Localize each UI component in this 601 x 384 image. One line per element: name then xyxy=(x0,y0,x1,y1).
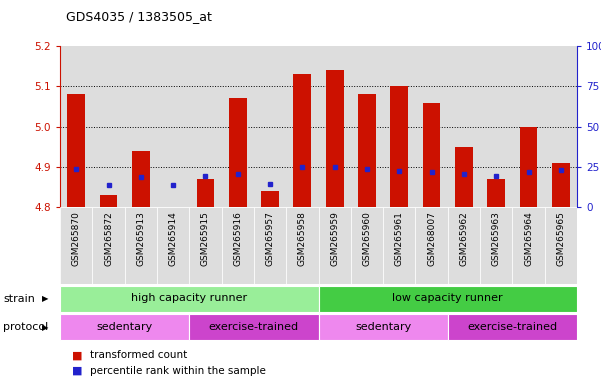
Text: exercise-trained: exercise-trained xyxy=(468,322,557,332)
Text: high capacity runner: high capacity runner xyxy=(131,293,248,303)
Text: ■: ■ xyxy=(72,366,82,376)
FancyBboxPatch shape xyxy=(189,207,222,284)
Text: GSM265964: GSM265964 xyxy=(524,211,533,266)
Text: sedentary: sedentary xyxy=(97,322,153,332)
Text: GSM265962: GSM265962 xyxy=(459,211,468,266)
FancyBboxPatch shape xyxy=(448,207,480,284)
Text: GSM265960: GSM265960 xyxy=(362,211,371,266)
Text: GSM265958: GSM265958 xyxy=(298,211,307,266)
Text: ▶: ▶ xyxy=(42,294,48,303)
FancyBboxPatch shape xyxy=(351,207,383,284)
FancyBboxPatch shape xyxy=(319,286,577,311)
Text: percentile rank within the sample: percentile rank within the sample xyxy=(90,366,266,376)
Text: GSM265916: GSM265916 xyxy=(233,211,242,266)
FancyBboxPatch shape xyxy=(124,207,157,284)
FancyBboxPatch shape xyxy=(60,207,93,284)
Text: GSM265914: GSM265914 xyxy=(169,211,178,266)
Text: GSM268007: GSM268007 xyxy=(427,211,436,266)
FancyBboxPatch shape xyxy=(512,207,545,284)
Text: sedentary: sedentary xyxy=(355,322,411,332)
Bar xyxy=(132,151,150,207)
Bar xyxy=(487,179,505,207)
FancyBboxPatch shape xyxy=(60,286,319,311)
Text: transformed count: transformed count xyxy=(90,350,188,360)
Text: strain: strain xyxy=(3,293,35,304)
Bar xyxy=(391,86,408,207)
Text: exercise-trained: exercise-trained xyxy=(209,322,299,332)
FancyBboxPatch shape xyxy=(480,207,512,284)
Text: GSM265957: GSM265957 xyxy=(266,211,275,266)
Text: GSM265870: GSM265870 xyxy=(72,211,81,266)
FancyBboxPatch shape xyxy=(448,314,577,340)
Text: ■: ■ xyxy=(72,350,82,360)
Bar xyxy=(358,94,376,207)
Bar xyxy=(100,195,117,207)
FancyBboxPatch shape xyxy=(93,207,124,284)
Text: GDS4035 / 1383505_at: GDS4035 / 1383505_at xyxy=(66,10,212,23)
FancyBboxPatch shape xyxy=(189,314,319,340)
Text: ▶: ▶ xyxy=(42,323,48,332)
FancyBboxPatch shape xyxy=(222,207,254,284)
Text: GSM265959: GSM265959 xyxy=(330,211,339,266)
Bar xyxy=(455,147,473,207)
FancyBboxPatch shape xyxy=(286,207,319,284)
FancyBboxPatch shape xyxy=(157,207,189,284)
Text: GSM265872: GSM265872 xyxy=(104,211,113,266)
Text: GSM265915: GSM265915 xyxy=(201,211,210,266)
Text: protocol: protocol xyxy=(3,322,48,333)
Bar xyxy=(423,103,441,207)
FancyBboxPatch shape xyxy=(254,207,286,284)
Bar xyxy=(261,191,279,207)
Text: GSM265965: GSM265965 xyxy=(557,211,566,266)
Bar xyxy=(520,127,537,207)
Bar xyxy=(293,74,311,207)
FancyBboxPatch shape xyxy=(545,207,577,284)
Bar xyxy=(197,179,215,207)
Bar xyxy=(67,94,85,207)
Text: GSM265963: GSM265963 xyxy=(492,211,501,266)
Text: GSM265913: GSM265913 xyxy=(136,211,145,266)
Bar xyxy=(552,163,570,207)
Text: low capacity runner: low capacity runner xyxy=(392,293,503,303)
Bar xyxy=(326,70,344,207)
Bar xyxy=(229,98,246,207)
FancyBboxPatch shape xyxy=(383,207,415,284)
FancyBboxPatch shape xyxy=(319,207,351,284)
FancyBboxPatch shape xyxy=(60,314,189,340)
FancyBboxPatch shape xyxy=(319,314,448,340)
FancyBboxPatch shape xyxy=(415,207,448,284)
Text: GSM265961: GSM265961 xyxy=(395,211,404,266)
